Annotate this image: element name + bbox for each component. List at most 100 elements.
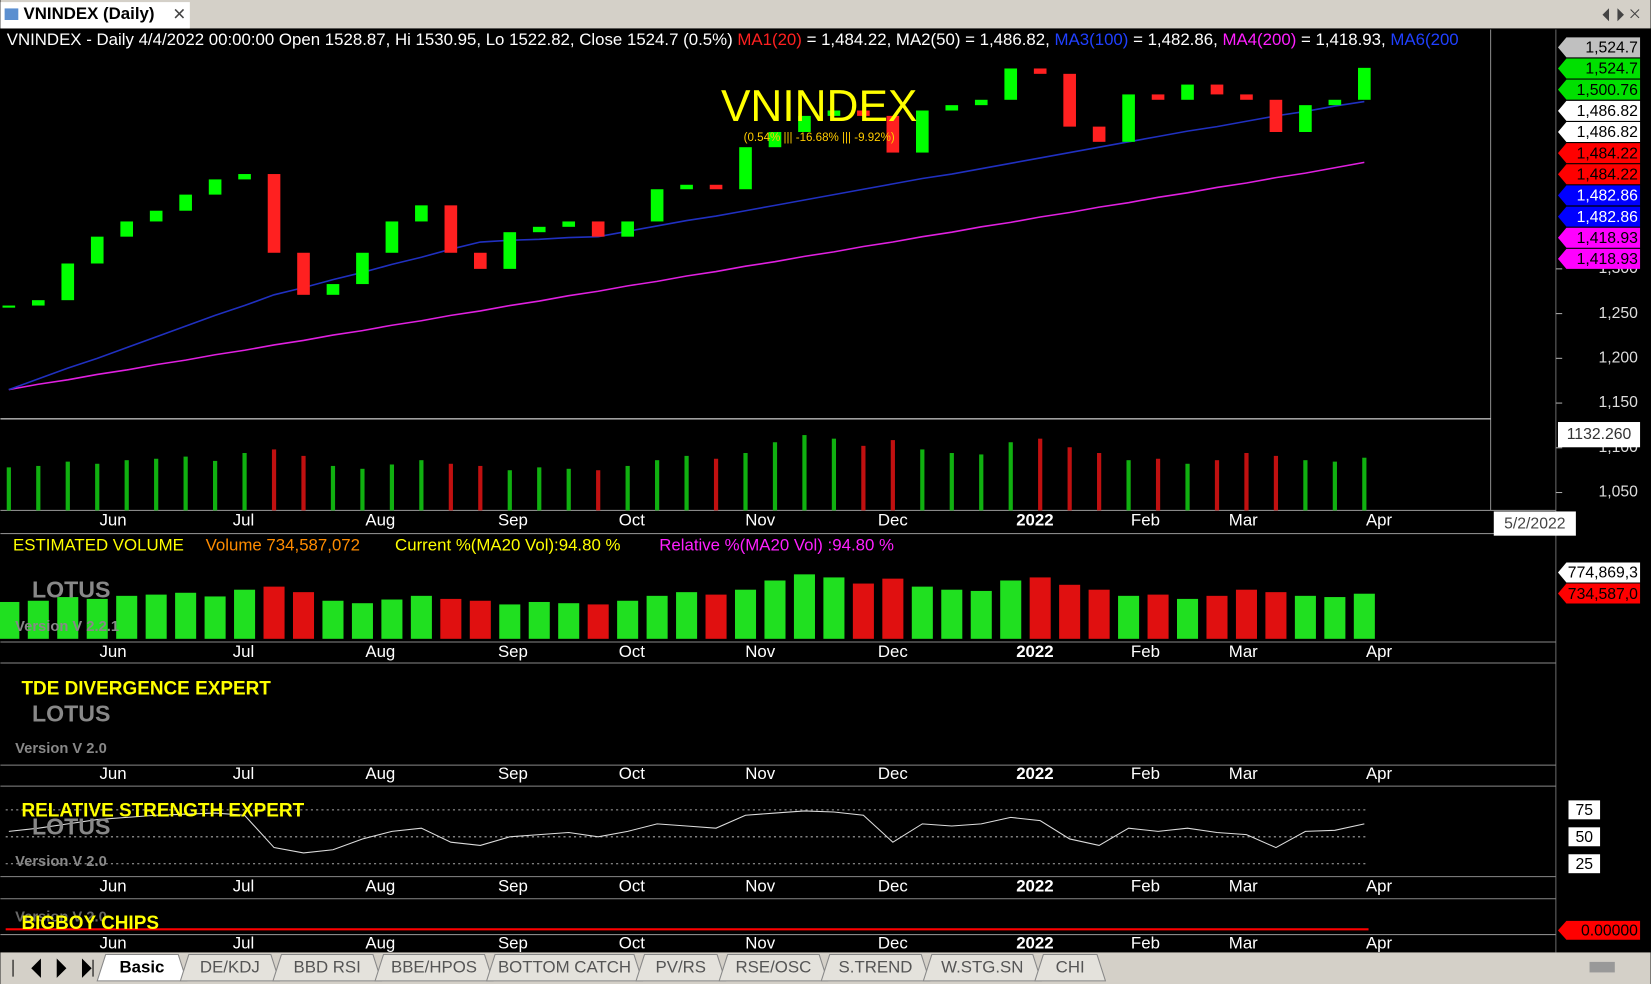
x-tick-label: Aug — [365, 764, 395, 783]
panel-title: ESTIMATED VOLUME — [13, 536, 184, 555]
price-tag-label: 1,484.22 — [1577, 145, 1638, 162]
y-tick-label: 1,200 — [1599, 350, 1639, 367]
candle — [650, 189, 664, 222]
candle — [356, 252, 369, 285]
x-tick-label: 2022 — [1016, 764, 1053, 783]
volume-bar — [204, 596, 226, 639]
x-tick-label: Mar — [1229, 764, 1258, 783]
volume-bar — [1008, 442, 1013, 511]
x-tick-label: Nov — [745, 933, 776, 952]
candle — [90, 236, 104, 264]
volume-bar — [802, 435, 807, 511]
candle — [1181, 84, 1194, 100]
sheet-tab-label: S.TREND — [839, 958, 913, 977]
price-tag-label: 1,500.76 — [1577, 82, 1639, 99]
brand: LOTUS — [32, 577, 110, 603]
volume-bar — [596, 470, 601, 511]
price-tag — [1557, 164, 1641, 185]
volume-bar — [499, 604, 521, 639]
nav-buttons[interactable] — [12, 958, 94, 978]
volume-bar — [389, 464, 395, 511]
volume-bar — [440, 598, 462, 639]
x-tick-label: Jun — [99, 510, 126, 529]
tab-title: VNINDEX (Daily) — [24, 4, 155, 23]
header-segment: MA3(100) — [1055, 30, 1129, 49]
candle — [532, 226, 546, 233]
volume-bar — [419, 460, 424, 511]
header-segment: MA4(200) — [1222, 30, 1296, 49]
price-tag — [1557, 79, 1641, 100]
candle — [916, 110, 929, 153]
volume-bar — [537, 467, 542, 511]
candle — [1092, 126, 1106, 142]
panel-title: TDE DIVERGENCE EXPERT — [21, 678, 271, 699]
brand: LOTUS — [32, 701, 110, 727]
candle — [238, 174, 251, 180]
price-tag — [1557, 121, 1641, 142]
tick-box — [1568, 854, 1601, 874]
volume-bar — [970, 590, 992, 639]
tick-box — [1568, 800, 1601, 820]
x-tick-label: Mar — [1229, 510, 1258, 529]
panel-title: RELATIVE STRENGTH EXPERT — [21, 800, 304, 821]
volume-bar — [949, 453, 954, 511]
volume-tag — [1557, 562, 1641, 583]
scroll-thumb[interactable] — [1589, 961, 1615, 973]
y-tick-label: 25 — [1576, 856, 1594, 873]
x-tick-label: 2022 — [1016, 877, 1053, 896]
price-tag — [1557, 100, 1641, 121]
price-tag — [1557, 58, 1641, 79]
volume-bar — [558, 603, 580, 639]
window-tab[interactable] — [0, 2, 190, 29]
candle — [680, 184, 693, 190]
x-tick-label: Feb — [1131, 764, 1160, 783]
volume-bar — [1265, 592, 1287, 639]
watermark-title: VNINDEX — [721, 82, 917, 131]
volume-bar — [743, 453, 748, 511]
candle — [886, 115, 900, 153]
volume-bar — [1294, 595, 1316, 639]
volume-bar — [1324, 597, 1346, 639]
y-tick-label: 50 — [1576, 829, 1594, 846]
x-tick-label: Aug — [365, 642, 395, 661]
tab-close[interactable] — [174, 8, 185, 19]
sheet-tab[interactable] — [1034, 954, 1107, 982]
x-tick-label: Aug — [365, 877, 395, 896]
candle — [974, 99, 988, 106]
header-segment: MA6(200 — [1390, 30, 1458, 49]
price-tag-label: 1,482.86 — [1577, 209, 1639, 226]
price-tag — [1557, 206, 1641, 227]
header-segment: = 1,484.22, MA2(50) = 1,486.82, — [802, 30, 1055, 49]
volume-bar — [1029, 577, 1051, 639]
value-tag-label: 0.00000 — [1581, 923, 1638, 940]
volume-bar — [175, 592, 197, 639]
x-tick-label: Dec — [878, 510, 908, 529]
value-box-label: 1132.260 — [1567, 426, 1632, 443]
volume-bar — [57, 597, 79, 639]
x-tick-label: Nov — [745, 510, 776, 529]
sheet-tab-label: DE/KDJ — [200, 958, 260, 977]
moving-average — [8, 161, 1365, 391]
header-segment: VNINDEX - Daily 4/4/2022 00:00:00 Open 1… — [7, 30, 738, 49]
x-tick-label: Apr — [1366, 933, 1393, 952]
candle — [61, 263, 75, 301]
price-tag — [1557, 37, 1641, 58]
volume-bar — [1155, 458, 1161, 511]
volume-bar — [1000, 580, 1022, 639]
volume-bar — [1332, 461, 1337, 511]
window-controls[interactable] — [1602, 8, 1640, 22]
price-tag-label: 1,486.82 — [1577, 124, 1638, 141]
candle — [1004, 68, 1018, 100]
x-tick-label: Sep — [498, 877, 528, 896]
version: Version V 2.2.1 — [15, 619, 119, 635]
panel-info: Relative %(MA20 Vol) :94.80 % — [659, 536, 894, 555]
price-tag-label: 1,484.22 — [1577, 167, 1638, 184]
volume-bar — [911, 586, 933, 639]
tab-icon — [4, 8, 19, 20]
header-info: VNINDEX - Daily 4/4/2022 00:00:00 Open 1… — [7, 30, 1459, 49]
y-tick-label: 1,250 — [1599, 305, 1639, 322]
volume-bar — [625, 465, 630, 511]
x-tick-label: Mar — [1229, 642, 1258, 661]
volume-bar — [1214, 460, 1220, 511]
